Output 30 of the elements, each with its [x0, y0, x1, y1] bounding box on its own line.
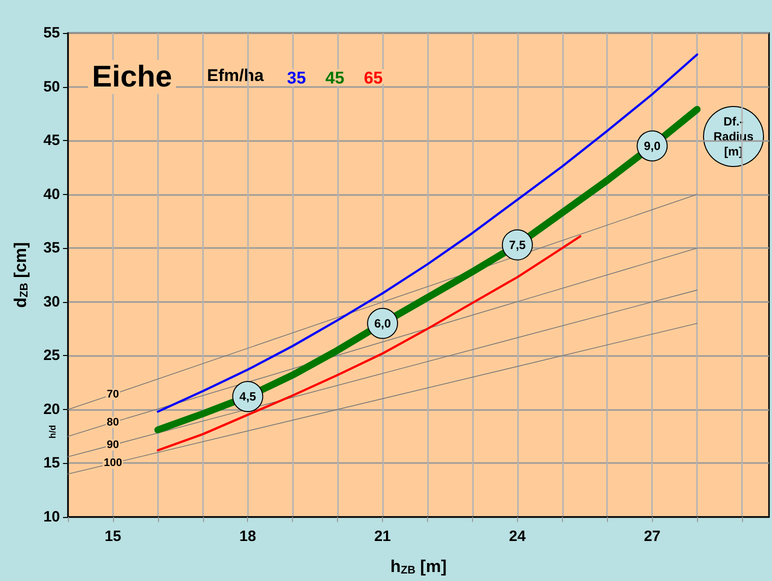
annotation: 9,0	[644, 138, 661, 153]
y-tick-label: 20	[43, 400, 60, 418]
y-tick-label: 50	[43, 78, 60, 96]
y-tick-label: 40	[43, 186, 60, 203]
x-tick-label: 24	[509, 528, 526, 545]
text: 65	[364, 68, 383, 88]
x-tick-label: 27	[644, 528, 661, 545]
line-series	[156, 235, 582, 452]
legend-title: Efm/ha	[207, 66, 264, 85]
y-tick-label: 55	[43, 24, 60, 42]
x-tick-label: 18	[239, 528, 256, 545]
annotation: 6,0	[374, 316, 392, 330]
y-tick-label: 15	[43, 454, 60, 472]
text: 45	[325, 68, 344, 88]
series-label: 80	[106, 416, 120, 428]
series-label: 90	[106, 438, 120, 451]
series-label: 70	[106, 388, 120, 400]
text: h/d	[48, 424, 58, 438]
x-tick-label: 21	[374, 528, 391, 545]
y-tick-label: 25	[43, 347, 60, 364]
y-tick-label: 10	[43, 508, 60, 526]
y-axis-title: dZB [cm]	[11, 242, 30, 308]
text: 35	[287, 68, 306, 88]
text: Eiche	[92, 60, 172, 94]
y-tick-label: 30	[43, 293, 60, 310]
annotation: 7,5	[509, 238, 526, 252]
y-tick-label: 45	[43, 132, 60, 150]
y-tick-label: 35	[43, 240, 60, 257]
x-tick-label: 15	[104, 528, 122, 545]
annotation: 4,5	[239, 390, 256, 404]
